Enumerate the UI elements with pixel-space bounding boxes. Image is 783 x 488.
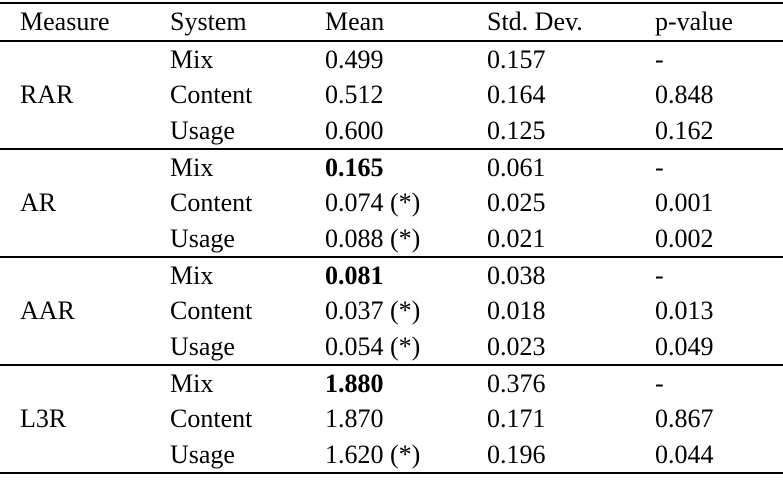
- std-dev-cell: 0.125: [487, 115, 546, 145]
- p-value-cell: -: [655, 44, 664, 74]
- std-dev-cell: 0.171: [487, 404, 546, 433]
- p-value-cell: -: [655, 368, 664, 398]
- p-value-cell: -: [655, 152, 664, 182]
- table-header: Measure System Mean Std. Dev. p-value: [0, 3, 783, 41]
- mean-cell: 0.499: [325, 44, 384, 74]
- mean-cell: 1.870: [325, 404, 384, 433]
- std-dev-cell: 0.196: [487, 439, 546, 469]
- std-dev-cell: 0.021: [487, 223, 546, 253]
- system-cell: Mix: [170, 152, 214, 182]
- system-cell: Usage: [170, 439, 235, 469]
- std-dev-cell: 0.025: [487, 188, 546, 217]
- mean-cell: 1.620 (*): [325, 439, 421, 469]
- std-dev-cell: 0.018: [487, 296, 546, 325]
- group-l3r: L3R Mix 1.880 0.376 - Content 1.870 0.17…: [0, 365, 783, 473]
- table-row: Content 1.870 0.171 0.867: [0, 401, 783, 437]
- std-dev-cell: 0.023: [487, 331, 546, 361]
- system-cell: Mix: [170, 368, 214, 398]
- mean-cell: 0.081: [325, 260, 384, 290]
- mean-cell: 0.512: [325, 80, 384, 109]
- mean-cell: 0.088 (*): [325, 223, 421, 253]
- p-value-cell: 0.013: [655, 296, 714, 325]
- table-row: Usage 0.054 (*) 0.023 0.049: [0, 329, 783, 365]
- p-value-cell: -: [655, 260, 664, 290]
- mean-cell: 0.037 (*): [325, 296, 421, 325]
- table-row: Usage 1.620 (*) 0.196 0.044: [0, 437, 783, 473]
- system-cell: Usage: [170, 223, 235, 253]
- group-rar: RAR Mix 0.499 0.157 - Content 0.512 0.16…: [0, 41, 783, 149]
- table-row: RAR Mix 0.499 0.157 -: [0, 41, 783, 110]
- std-dev-cell: 0.061: [487, 152, 546, 182]
- mean-cell: 0.600: [325, 115, 384, 145]
- group-ar: AR Mix 0.165 0.061 - Content 0.074 (*) 0…: [0, 149, 783, 257]
- system-cell: Content: [170, 404, 253, 433]
- measure-cell: L3R: [20, 404, 67, 433]
- system-cell: Content: [170, 296, 253, 325]
- std-dev-cell: 0.038: [487, 260, 546, 290]
- table-row: Usage 0.088 (*) 0.021 0.002: [0, 221, 783, 257]
- p-value-cell: 0.002: [655, 223, 714, 253]
- p-value-cell: 0.049: [655, 331, 714, 361]
- column-header-system: System: [170, 7, 247, 36]
- group-aar: AAR Mix 0.081 0.038 - Content 0.037 (*) …: [0, 257, 783, 365]
- mean-cell: 0.054 (*): [325, 331, 421, 361]
- system-cell: Usage: [170, 115, 235, 145]
- table-row: AAR Mix 0.081 0.038 -: [0, 257, 783, 326]
- column-header-std-dev: Std. Dev.: [487, 7, 583, 36]
- header-row: Measure System Mean Std. Dev. p-value: [0, 3, 783, 41]
- table-row: L3R Mix 1.880 0.376 -: [0, 365, 783, 434]
- system-cell: Mix: [170, 44, 214, 74]
- measure-cell: RAR: [20, 80, 74, 109]
- p-value-cell: 0.001: [655, 188, 714, 217]
- measure-cell: AR: [20, 188, 57, 217]
- mean-cell: 0.074 (*): [325, 188, 421, 217]
- column-header-measure: Measure: [20, 7, 110, 36]
- std-dev-cell: 0.164: [487, 80, 546, 109]
- table-row: Content 0.074 (*) 0.025 0.001: [0, 185, 783, 221]
- results-table: Measure System Mean Std. Dev. p-value RA…: [0, 2, 783, 474]
- system-cell: Content: [170, 80, 253, 109]
- column-header-mean: Mean: [325, 7, 385, 36]
- table-row: Content 0.512 0.164 0.848: [0, 77, 783, 113]
- std-dev-cell: 0.376: [487, 368, 546, 398]
- table-row: AR Mix 0.165 0.061 -: [0, 149, 783, 218]
- p-value-cell: 0.162: [655, 115, 714, 145]
- measure-cell: AAR: [20, 296, 75, 325]
- p-value-cell: 0.044: [655, 439, 714, 469]
- mean-cell: 0.165: [325, 152, 384, 182]
- std-dev-cell: 0.157: [487, 44, 546, 74]
- system-cell: Usage: [170, 331, 235, 361]
- system-cell: Content: [170, 188, 253, 217]
- column-header-p-value: p-value: [655, 7, 733, 36]
- system-cell: Mix: [170, 260, 214, 290]
- mean-cell: 1.880: [325, 368, 384, 398]
- table-row: Content 0.037 (*) 0.018 0.013: [0, 293, 783, 329]
- table-row: Usage 0.600 0.125 0.162: [0, 113, 783, 149]
- p-value-cell: 0.848: [655, 80, 714, 109]
- p-value-cell: 0.867: [655, 404, 714, 433]
